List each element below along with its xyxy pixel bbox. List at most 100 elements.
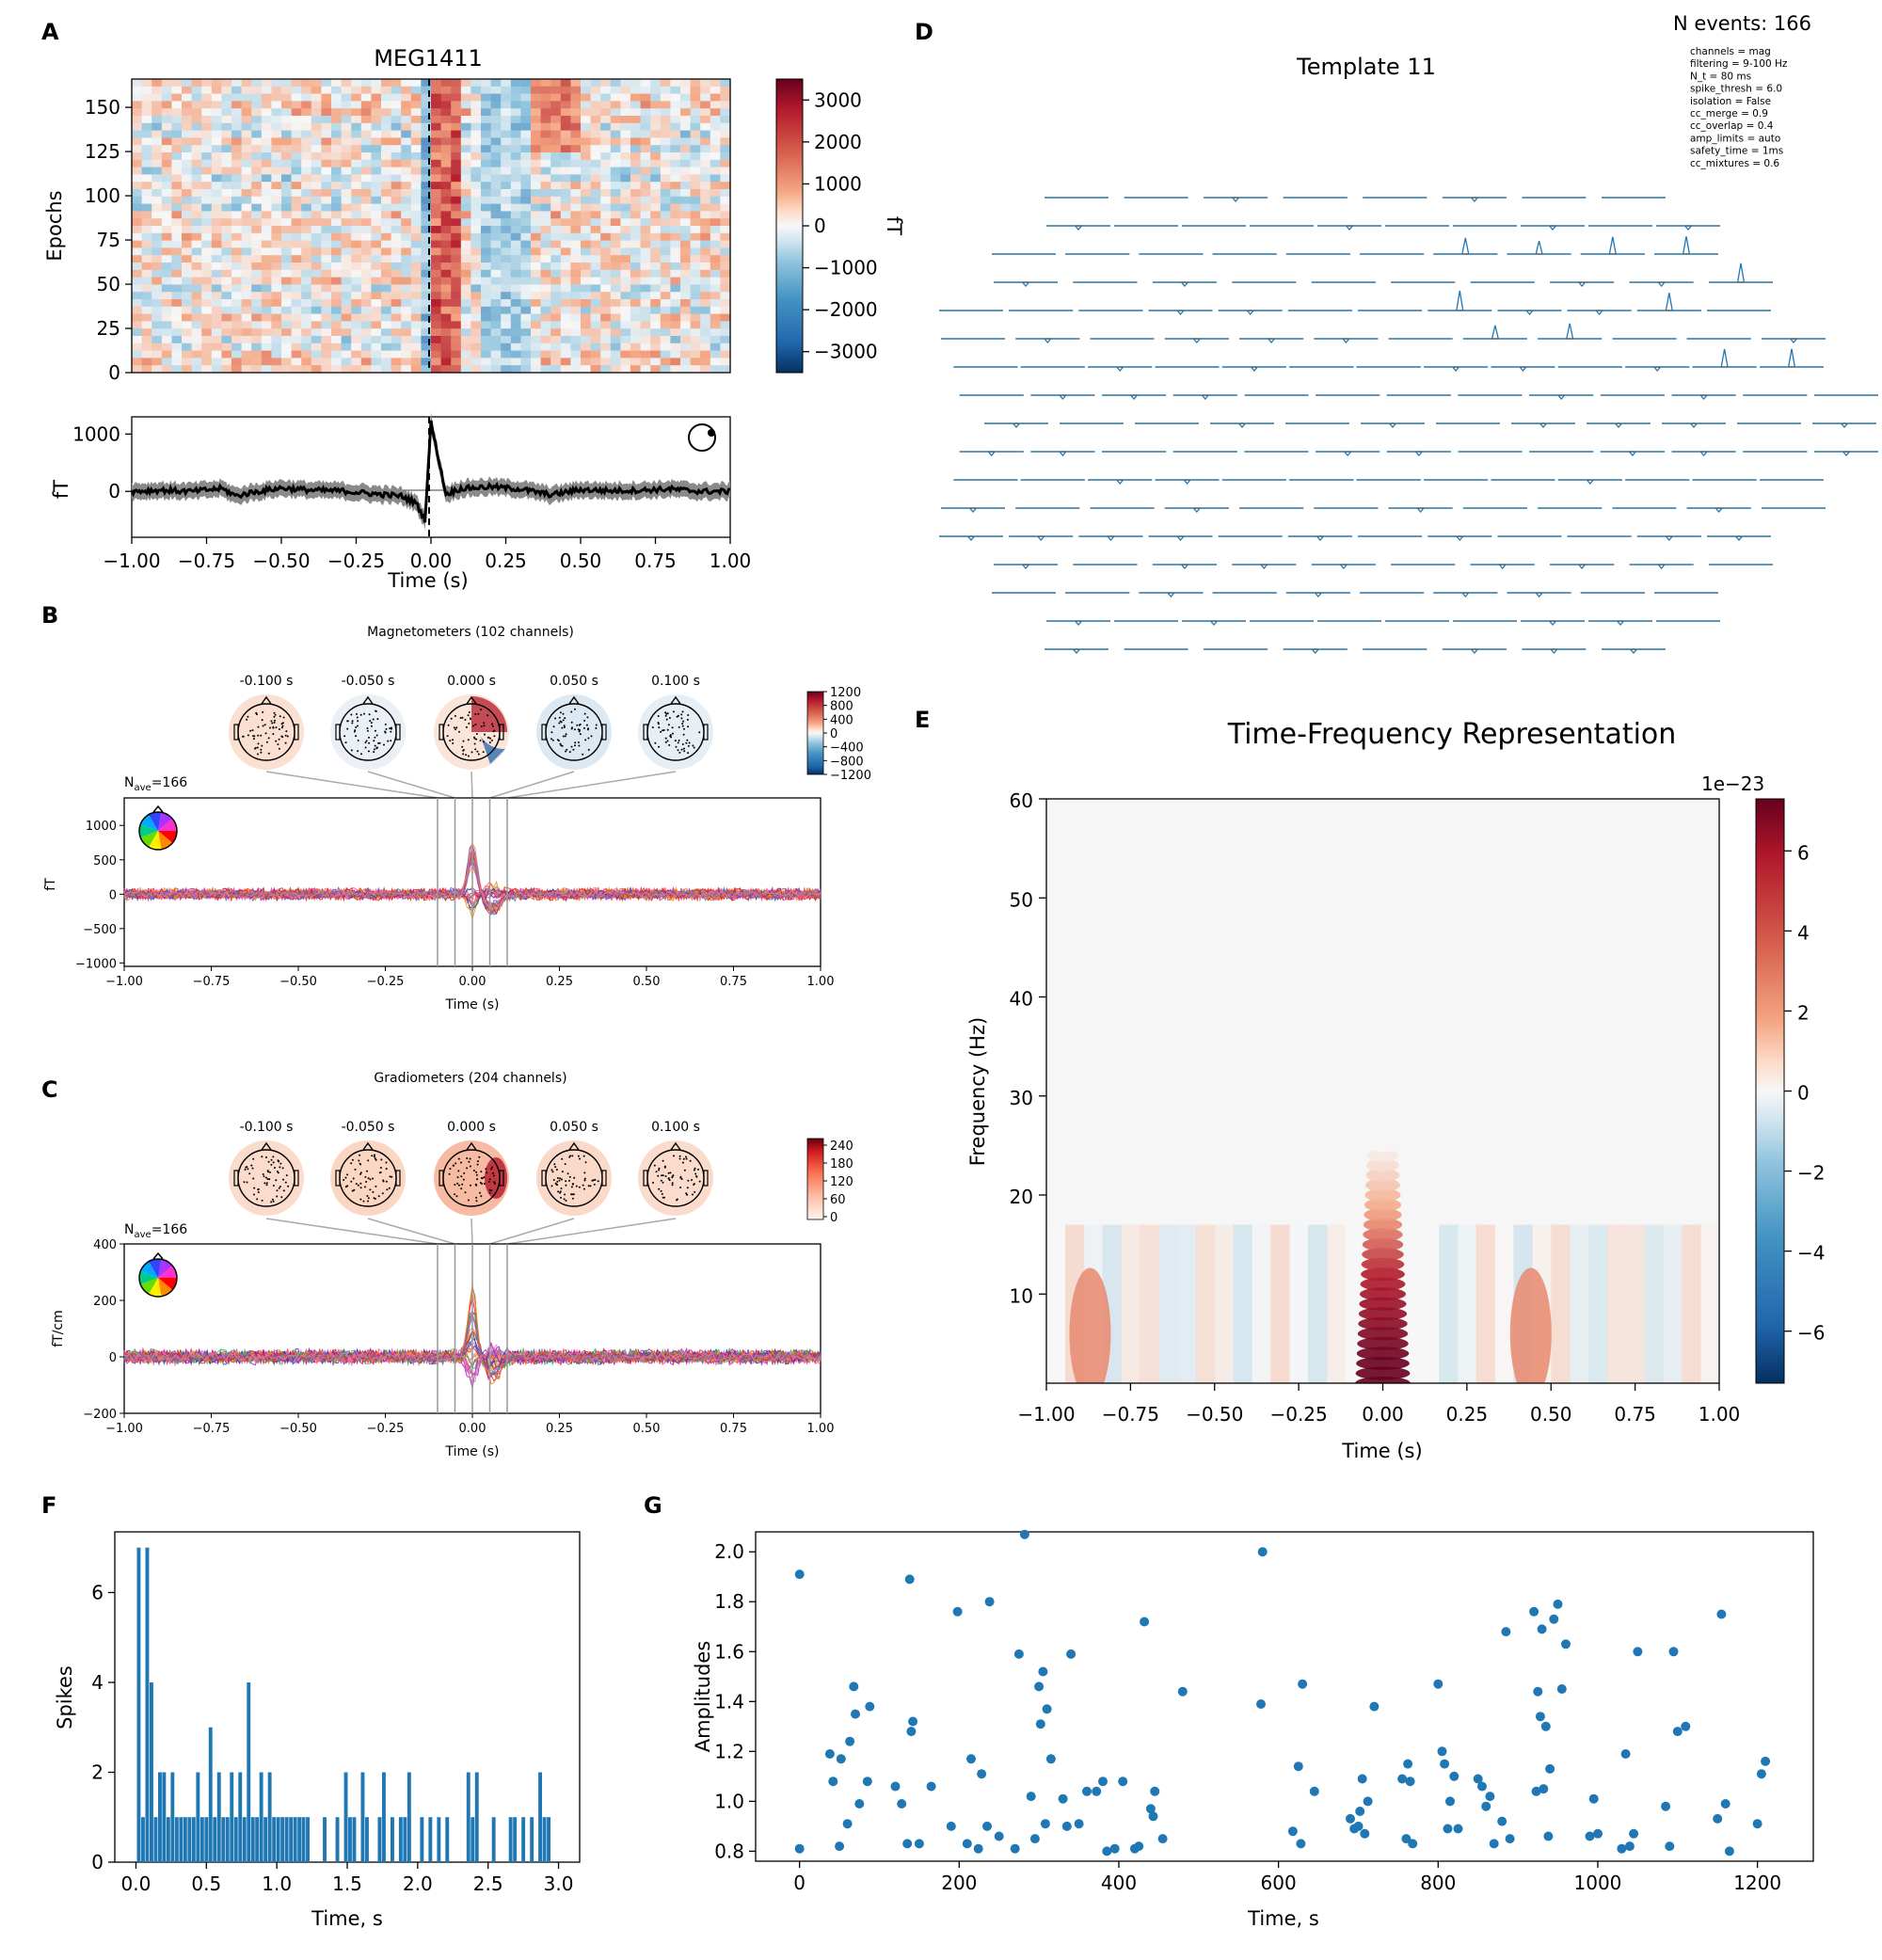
grad-topomap-sensor-dot <box>658 1167 661 1170</box>
epochs-image-cell <box>401 116 412 124</box>
epochs-image-cell <box>401 167 412 175</box>
epochs-image-cell <box>600 159 612 168</box>
epochs-image-cell <box>141 365 152 373</box>
epochs-image-cell <box>520 336 532 344</box>
epochs-image-cell <box>440 299 452 308</box>
epochs-image-cell <box>321 226 332 234</box>
epochs-image-cell <box>231 145 243 153</box>
epochs-image-cell <box>650 174 662 183</box>
epochs-image-cell <box>152 247 163 256</box>
epochs-image-cell <box>410 365 422 373</box>
epochs-image-cell <box>341 232 352 242</box>
grad-topomap-sensor-dot <box>558 1179 561 1182</box>
mag-topomap-sensor-dot <box>574 741 577 744</box>
epochs-image-cell <box>560 328 571 337</box>
epochs-image-cell <box>490 211 502 219</box>
epochs-image-cell <box>660 292 671 300</box>
epochs-image-cell <box>182 108 193 117</box>
epochs-image-cell <box>331 321 343 329</box>
epochs-colorbar-tick-label: 0 <box>814 215 826 237</box>
epochs-image-cell <box>410 350 422 359</box>
epochs-image-cell <box>620 218 631 227</box>
epochs-image-cell <box>510 292 521 300</box>
mag-butterfly-ylabel: fT <box>43 878 58 891</box>
epochs-image-cell <box>132 263 143 271</box>
epochs-image-cell <box>570 350 582 359</box>
epochs-image-cell <box>670 152 681 161</box>
grad-butterfly-xticks: −1.00 −0.75 −0.50 −0.25 0.00 0.25 0.50 0.75 1.00 <box>105 1413 834 1436</box>
grad-topomap-sensor-dot <box>252 1193 255 1196</box>
epochs-image-cell <box>251 203 263 212</box>
epochs-image-cell <box>650 263 662 271</box>
template-channel-waveform <box>1172 394 1237 401</box>
epochs-image-cell <box>171 365 183 373</box>
grad-topomap-sensor-dot <box>653 1164 656 1167</box>
grad-topomap-sensor-dot <box>681 1161 684 1164</box>
spike-hist-bar <box>323 1817 327 1862</box>
epochs-image-cell <box>690 321 701 329</box>
amplitude-scatter-point <box>1346 1813 1355 1824</box>
epochs-image-cell <box>470 137 482 146</box>
grad-topomap-sensor-dot <box>661 1174 663 1177</box>
mag-topomap-sensor-dot <box>260 734 263 737</box>
grad-topomap-sensor-dot <box>483 1176 486 1179</box>
epochs-image-cell <box>351 189 362 198</box>
epochs-image-cell <box>351 116 362 124</box>
epochs-image-cell <box>581 321 592 329</box>
epochs-image-cell <box>132 277 143 285</box>
epochs-image-cell <box>531 122 542 132</box>
template-channel-waveform <box>939 535 1003 542</box>
template-channel-waveform <box>1521 620 1585 627</box>
mag-topomap-sensor-dot <box>681 723 684 725</box>
epochs-image-cell <box>581 167 592 175</box>
epochs-image-cell <box>132 321 143 329</box>
mag-topomap-sensor-dot <box>574 744 576 747</box>
epochs-image-cell <box>610 365 621 373</box>
epochs-image-cell <box>680 203 692 212</box>
epochs-image-cell <box>201 365 213 373</box>
epochs-image-cell <box>401 101 412 109</box>
epochs-image-cell <box>560 130 571 138</box>
epochs-image-cell <box>321 343 332 352</box>
epochs-image-cell <box>171 336 183 344</box>
epochs-image-cell <box>360 321 372 329</box>
grad-topomap-sensor-dot <box>691 1179 693 1181</box>
epochs-image-cell <box>391 116 402 124</box>
epochs-image-cell <box>720 137 730 146</box>
epochs-image-cell <box>171 350 183 359</box>
epochs-image-cell <box>371 152 382 161</box>
epochs-image-cell <box>560 358 571 366</box>
epochs-image-cell <box>360 101 372 109</box>
epochs-image-cell <box>650 152 662 161</box>
epochs-image-cell <box>590 292 601 300</box>
mag-topomap-sensor-dot <box>574 708 576 710</box>
epochs-image-cell <box>401 159 412 168</box>
epochs-image-cell <box>191 93 202 102</box>
epochs-image-cell <box>710 93 721 102</box>
epochs-image-cell <box>630 365 642 373</box>
epochs-image-cell <box>720 159 730 168</box>
epochs-image-cell <box>451 79 462 88</box>
grad-topomap-sensor-dot <box>285 1174 288 1177</box>
grad-topomap-sensor-dot <box>372 1190 375 1193</box>
epochs-image-cell <box>581 336 592 344</box>
epochs-image-cell <box>371 116 382 124</box>
epochs-image-cell <box>241 211 252 219</box>
epochs-image-cell <box>451 159 462 168</box>
epochs-image-cell <box>680 350 692 359</box>
epochs-image-cell <box>550 79 562 88</box>
spike-hist-bar <box>521 1817 526 1862</box>
epochs-image-cell <box>261 277 272 285</box>
epochs-image-cell <box>161 79 172 88</box>
epochs-image-cell <box>251 328 263 337</box>
tfr-ytick-label: 60 <box>1010 789 1033 812</box>
mag-topomap-sensor-dot <box>378 741 381 744</box>
grad-topomap-sensor-dot <box>456 1182 459 1185</box>
epochs-image-cell <box>132 159 143 168</box>
epochs-image-cell <box>231 116 243 124</box>
epochs-image-cell <box>341 284 352 293</box>
tfr-xtick-label: −1.00 <box>1017 1403 1075 1426</box>
epochs-image-cell <box>700 182 711 190</box>
epochs-image-cell <box>161 137 172 146</box>
epochs-image-cell <box>710 174 721 183</box>
